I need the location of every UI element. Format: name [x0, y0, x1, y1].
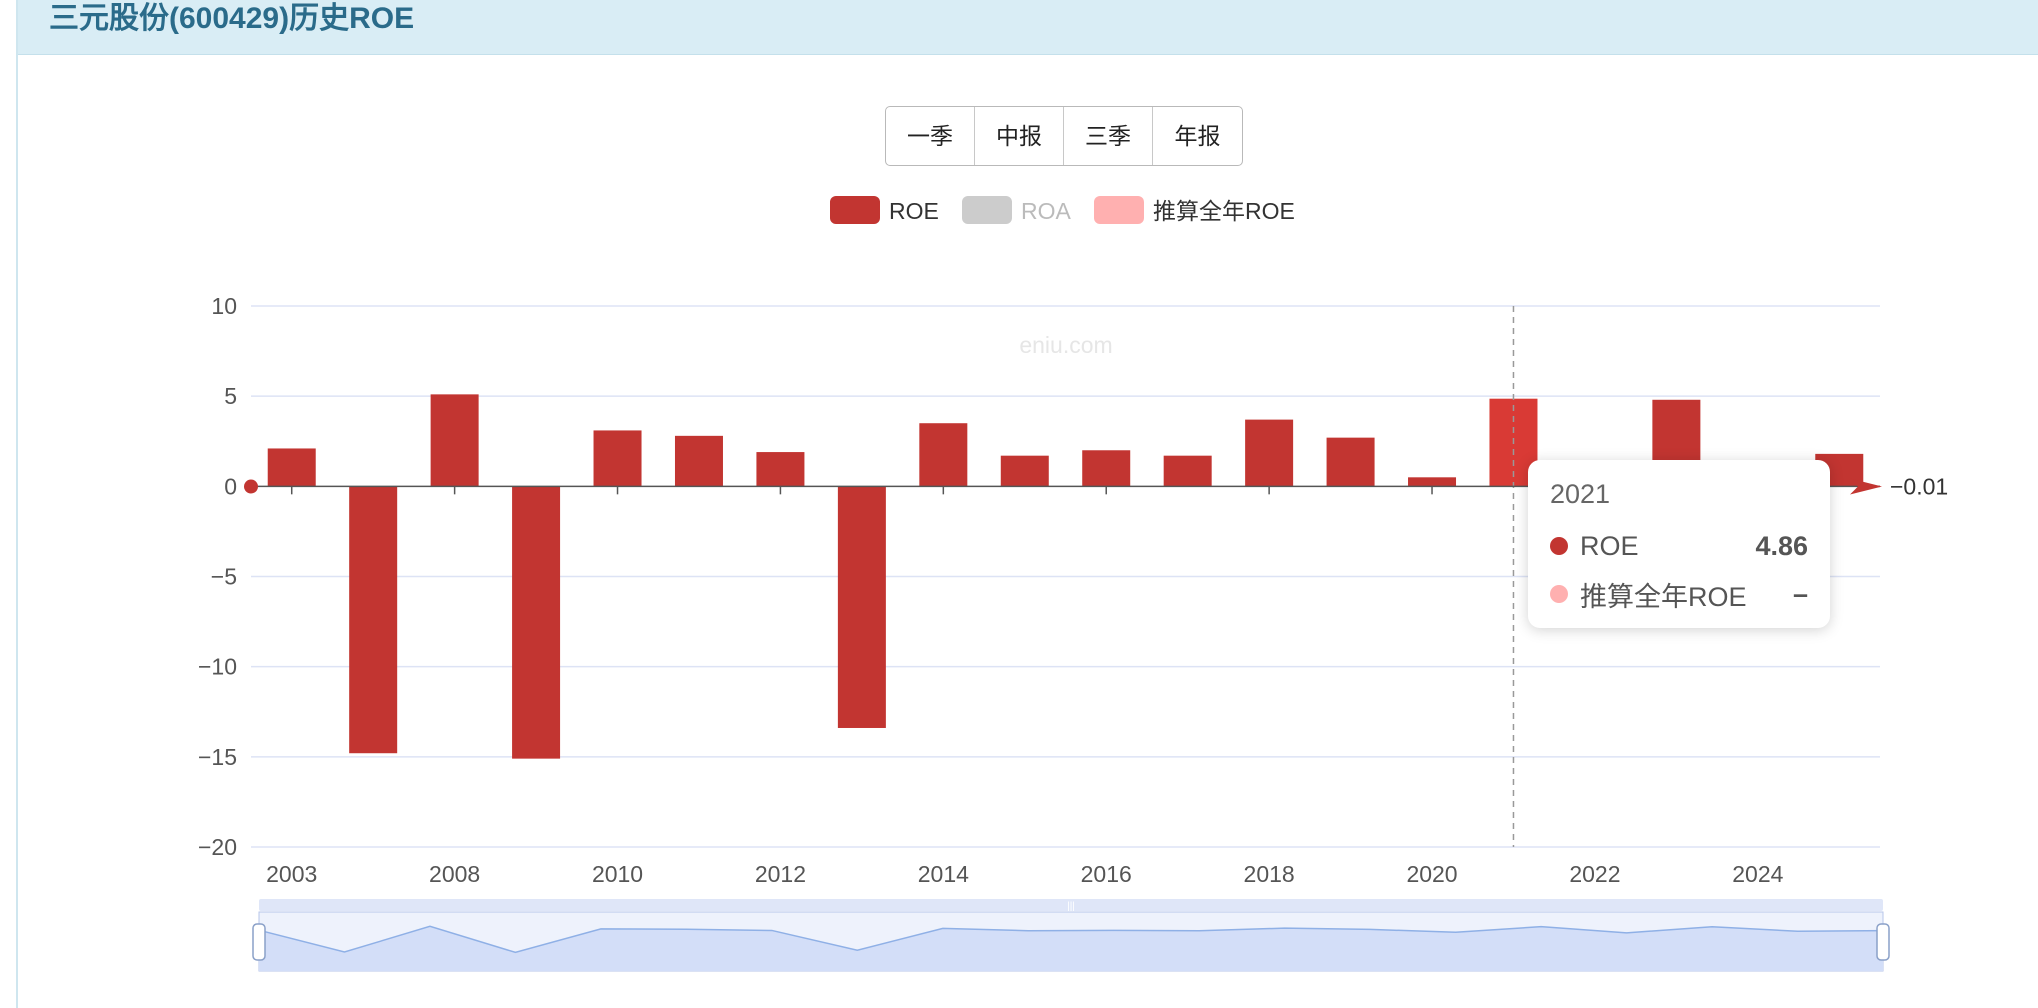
markline-start-dot	[244, 479, 258, 494]
legend-swatch-0[interactable]	[830, 196, 880, 224]
bar-2014[interactable]	[919, 423, 968, 487]
tooltip-roe-value: 4.86	[1755, 530, 1808, 561]
bar-2010[interactable]	[593, 430, 642, 487]
tooltip-roe-name: ROE	[1580, 530, 1639, 561]
tooltip-title: 2021	[1550, 479, 1611, 509]
tooltip-estimate-name: 推算全年ROE	[1580, 581, 1747, 612]
tooltip-estimate-value: –	[1792, 578, 1808, 609]
legend-label-0[interactable]: ROE	[889, 198, 939, 224]
y-tick-label: −10	[198, 654, 237, 680]
x-tick-label: 2016	[1081, 861, 1132, 887]
x-tick-label: 2022	[1569, 861, 1620, 887]
tooltip-row-estimate: 推算全年ROE –	[1550, 570, 1808, 618]
x-tick-label: 2024	[1732, 861, 1783, 887]
y-tick-label: −5	[211, 564, 237, 590]
annual-button[interactable]: 年报	[1174, 123, 1221, 149]
bar-2016[interactable]	[1082, 450, 1131, 487]
q1-button[interactable]: 一季	[886, 107, 975, 165]
x-tick-label: 2003	[266, 861, 317, 887]
estimate-dot-icon	[1550, 585, 1568, 603]
x-tick-label: 2018	[1244, 861, 1295, 887]
period-button-group: 一季 中报 三季 年报	[885, 106, 1243, 166]
tooltip: 2021 ROE 4.86 推算全年ROE –	[1528, 460, 1830, 628]
bar-2003[interactable]	[267, 448, 316, 487]
bar-2007[interactable]	[349, 486, 398, 754]
x-tick-label: 2008	[429, 861, 480, 887]
y-tick-label: 5	[224, 383, 237, 409]
markline-arrow-icon	[1850, 478, 1882, 495]
bar-2018[interactable]	[1245, 419, 1294, 487]
panel-header: 三元股份(600429)历史ROE	[18, 0, 2038, 55]
bar-2019[interactable]	[1326, 437, 1375, 487]
x-tick-label: 2012	[755, 861, 806, 887]
bar-2013[interactable]	[837, 486, 886, 728]
legend-label-1[interactable]: ROA	[1021, 198, 1072, 224]
datazoom-preview-line	[258, 925, 1884, 954]
watermark: eniu.com	[1019, 332, 1112, 358]
datazoom-left-handle[interactable]	[252, 923, 266, 961]
bar-2011[interactable]	[674, 435, 723, 487]
datazoom-grip-icon[interactable]: |||	[1067, 901, 1075, 912]
bar-2009[interactable]	[512, 486, 561, 759]
y-tick-label: 10	[211, 293, 237, 319]
panel-title: 三元股份(600429)历史ROE	[49, 2, 415, 35]
y-tick-label: −15	[198, 744, 237, 770]
x-tick-label: 2010	[592, 861, 643, 887]
datazoom-top-bar[interactable]	[259, 899, 1883, 911]
legend-swatch-1[interactable]	[962, 196, 1012, 224]
y-tick-label: 0	[224, 473, 237, 499]
y-tick-label: −20	[198, 834, 237, 860]
roe-dot-icon	[1550, 537, 1568, 555]
bar-2015[interactable]	[1000, 455, 1049, 487]
legend-label-2[interactable]: 推算全年ROE	[1153, 198, 1295, 224]
markline-label: −0.01	[1890, 474, 1948, 500]
x-tick-label: 2014	[918, 861, 969, 887]
bar-2008[interactable]	[430, 394, 479, 487]
bar-2020[interactable]	[1408, 477, 1457, 487]
tooltip-row-roe: ROE 4.86	[1550, 522, 1808, 570]
bar-2017[interactable]	[1163, 455, 1212, 487]
q3-button[interactable]: 三季	[1064, 107, 1153, 165]
half-year-button[interactable]: 中报	[975, 107, 1064, 165]
datazoom-right-handle[interactable]	[1876, 923, 1890, 961]
datazoom-preview-area	[259, 926, 1883, 971]
legend-swatch-2[interactable]	[1094, 196, 1144, 224]
bar-2012[interactable]	[756, 452, 805, 487]
x-tick-label: 2020	[1406, 861, 1457, 887]
